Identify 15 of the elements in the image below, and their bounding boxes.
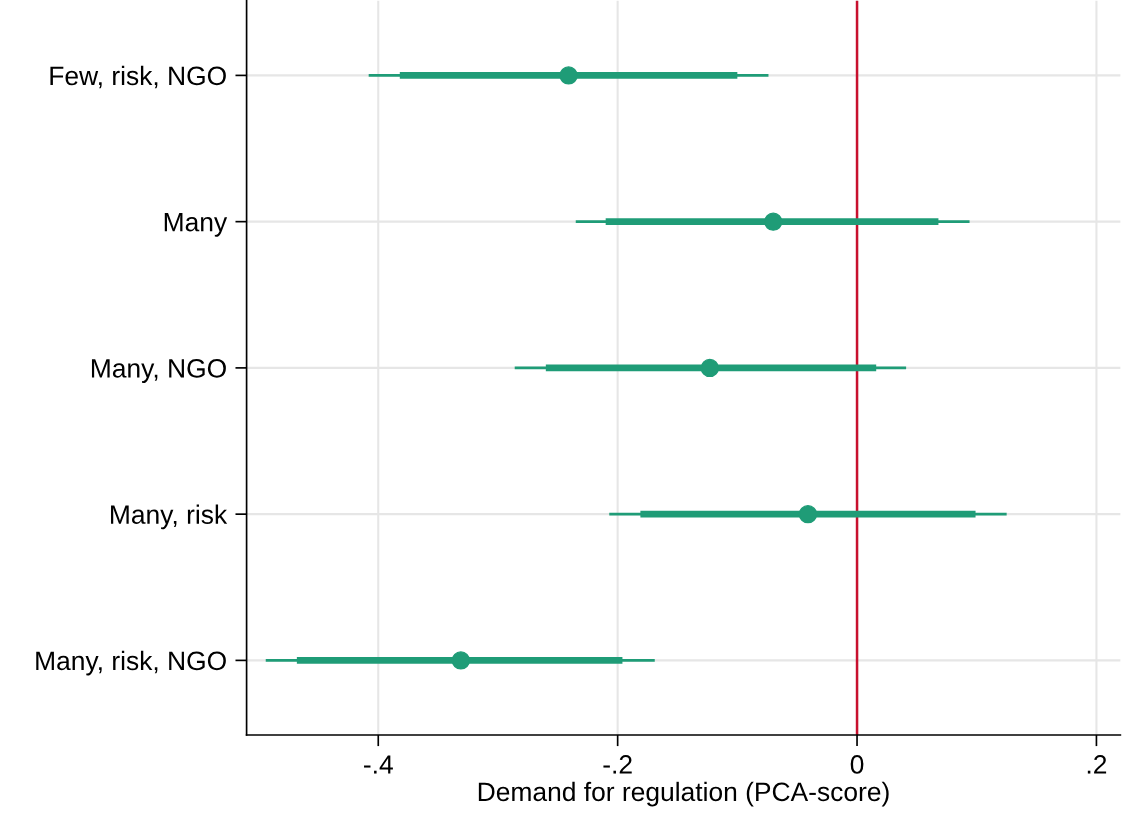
point bbox=[451, 651, 471, 670]
x-axis-title: Demand for regulation (PCA-score) bbox=[478, 781, 889, 807]
y-tick-label: Many, risk, NGO bbox=[36, 650, 226, 676]
y-tick-label: Many, risk bbox=[111, 504, 228, 530]
y-tick-label: Many, NGO bbox=[91, 359, 226, 383]
x-tick-label: -.2 bbox=[603, 755, 632, 774]
point bbox=[798, 504, 818, 524]
point bbox=[700, 358, 720, 378]
x-tick-label: -.4 bbox=[364, 755, 393, 774]
x-tick-label: .2 bbox=[1087, 755, 1107, 774]
y-tick-label: Many bbox=[164, 213, 228, 237]
point bbox=[764, 212, 783, 231]
y-tick-label: Few, risk, NGO bbox=[50, 65, 226, 89]
point bbox=[559, 66, 578, 85]
x-tick-label: 0 bbox=[850, 755, 864, 774]
